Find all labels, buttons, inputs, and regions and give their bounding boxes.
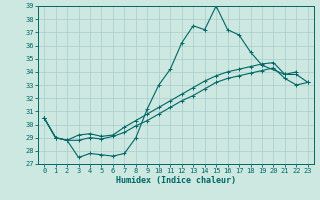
X-axis label: Humidex (Indice chaleur): Humidex (Indice chaleur) [116, 176, 236, 185]
